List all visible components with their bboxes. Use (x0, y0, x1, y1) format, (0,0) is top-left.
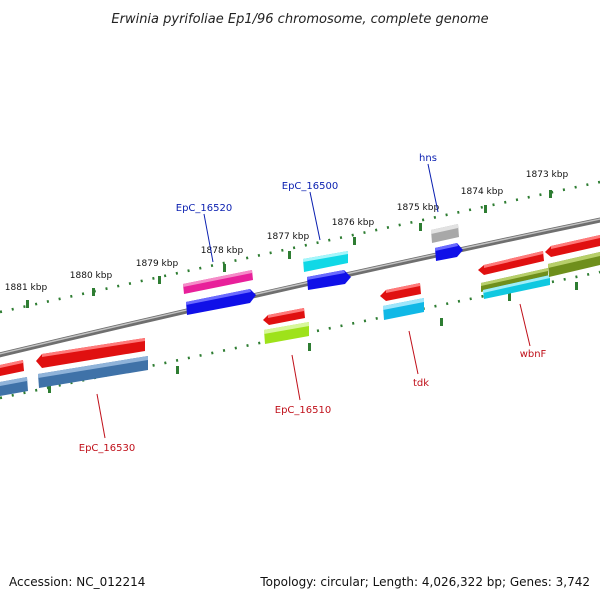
map-title: Erwinia pyrifoliae Ep1/96 chromosome, co… (111, 12, 488, 27)
gene-feature[interactable] (186, 289, 256, 315)
gene-feature-highlight (183, 270, 252, 287)
gene-feature-highlight (383, 298, 424, 310)
scale-tick-label: 1881 kbp (5, 283, 48, 293)
forward-strand-genes (0, 224, 600, 376)
gene-feature-highlight (268, 308, 304, 318)
accession-text: Accession: NC_012214 (9, 575, 145, 589)
scale-tick (176, 366, 179, 374)
gene-feature-highlight (307, 270, 345, 280)
gene-feature-highlight (484, 251, 543, 268)
leader-line (408, 330, 419, 375)
scale-tick (549, 190, 552, 198)
scale-tick-label: 1877 kbp (267, 232, 310, 242)
chromosome-backbone-highlight (0, 218, 600, 355)
scale-tick (158, 276, 161, 284)
gene-label[interactable]: EpC_16520 (176, 203, 232, 214)
gene-feature[interactable] (303, 251, 348, 272)
gene-feature-highlight (386, 283, 420, 293)
scale-tick-label: 1874 kbp (461, 187, 504, 197)
gene-feature-highlight (431, 224, 458, 234)
leader-line (309, 191, 321, 241)
gene-feature-highlight (0, 377, 27, 386)
gene-feature-highlight (483, 275, 550, 293)
gene-label[interactable]: tdk (413, 378, 429, 389)
gene-label[interactable]: EpC_16530 (79, 443, 135, 454)
scale-tick (440, 318, 443, 326)
gene-label[interactable]: EpC_16510 (275, 405, 331, 416)
label-leaders (96, 163, 531, 439)
scale-tick-label: 1879 kbp (136, 259, 179, 269)
gene-feature-highlight (303, 251, 348, 262)
gene-label[interactable]: wbnF (520, 349, 547, 360)
scale-tick (26, 300, 29, 308)
gene-feature-highlight (435, 243, 458, 251)
gene-feature-highlight (264, 322, 309, 334)
gene-feature-highlight (0, 360, 23, 368)
scale-tick-label: 1880 kbp (70, 271, 113, 281)
leader-line (427, 163, 439, 213)
scale-tick-label: 1875 kbp (397, 203, 440, 213)
gene-label[interactable]: EpC_16500 (282, 181, 338, 192)
scale-tick-label: 1876 kbp (332, 218, 375, 228)
outer-scale-ring (0, 180, 600, 314)
gene-feature-highlight (548, 252, 600, 268)
genome-summary-text: Topology: circular; Length: 4,026,322 bp… (259, 575, 590, 589)
gene-feature-highlight (481, 268, 548, 286)
scale-tick (484, 205, 487, 213)
gene-feature-highlight (38, 356, 148, 378)
leader-line (203, 213, 214, 263)
leader-line (96, 393, 106, 439)
gene-labels: EpC_16520 EpC_16500 hns EpC_16530 EpC_16… (79, 153, 547, 454)
leader-line (291, 354, 301, 401)
scale-tick-label: 1873 kbp (526, 170, 569, 180)
scale-ticks: 1881 kbp 1880 kbp 1879 kbp 1878 kbp 1877… (5, 170, 578, 393)
scale-tick (308, 343, 311, 351)
gene-feature-highlight (186, 289, 251, 305)
scale-tick (92, 288, 95, 296)
scale-tick (508, 293, 511, 301)
scale-tick (575, 282, 578, 290)
gene-feature[interactable] (36, 338, 145, 368)
scale-tick (48, 385, 51, 393)
scale-tick (353, 237, 356, 245)
scale-tick (419, 223, 422, 231)
scale-tick-label: 1878 kbp (201, 246, 244, 256)
reverse-strand-genes (0, 252, 600, 396)
gene-feature-highlight (42, 338, 145, 357)
leader-line (519, 303, 531, 347)
chromosome-backbone (0, 217, 600, 358)
scale-tick (223, 264, 226, 272)
scale-tick (288, 251, 291, 259)
gene-feature-highlight (551, 235, 600, 249)
gene-label[interactable]: hns (419, 153, 437, 164)
